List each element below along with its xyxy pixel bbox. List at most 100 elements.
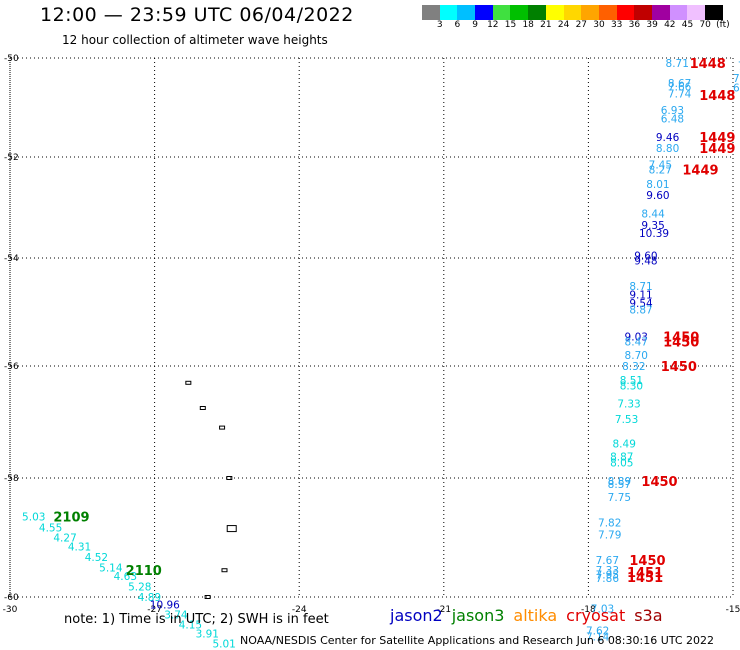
swh-value: 4.31 <box>68 541 91 553</box>
pass-time: 1450 <box>663 336 699 351</box>
pass-time: 1450 <box>629 554 665 569</box>
swh-value: 8.71 <box>666 58 689 70</box>
colorbar-label: 15 <box>504 20 517 30</box>
satellite-legend: jason2 jason3 altika cryosat s3a <box>390 606 672 625</box>
island-outline <box>185 380 192 385</box>
colorbar-label: 21 <box>540 20 552 30</box>
island-outlines <box>185 380 237 599</box>
colorbar-swatch <box>598 5 617 20</box>
colorbar-swatch <box>634 5 652 20</box>
colorbar-swatch <box>563 5 582 20</box>
swh-value: 4.15 <box>179 619 202 631</box>
colorbar-labels: 3 6 9 12 15 18 21 24 27 30 33 36 39 42 45 70 (ft) <box>422 20 732 34</box>
legend-altika: altika <box>513 606 558 625</box>
swh-value: 9.54 <box>629 298 653 310</box>
swh-value: 9.11 <box>629 290 652 302</box>
swh-value: 9.60 <box>634 250 657 262</box>
pass-time: 1450 <box>663 330 699 345</box>
island-outline <box>204 595 211 599</box>
swh-value: 7.74 <box>668 89 692 101</box>
lat-tick-label: -52 <box>4 153 19 163</box>
colorbar-swatch <box>510 5 529 20</box>
pass-time: 1450 <box>641 475 677 490</box>
swh-value: 8.49 <box>613 438 636 450</box>
swh-value: 8.87 <box>610 452 633 464</box>
swh-value: 8.89 <box>608 476 631 488</box>
lon-tick-label: -27 <box>147 605 162 615</box>
swh-value: 6 <box>733 83 740 95</box>
island-outline <box>226 476 233 480</box>
swh-value: 7.75 <box>608 492 631 504</box>
lon-tick-label: -18 <box>581 605 596 615</box>
swh-value: 5.28 <box>128 581 151 593</box>
pass-time: 1450 <box>661 360 697 375</box>
swh-value: 4.63 <box>114 571 137 583</box>
wave-height-colorbar <box>422 5 723 20</box>
swh-value: 9.48 <box>634 256 657 268</box>
swh-value: 7.82 <box>598 518 621 530</box>
legend-s3a: s3a <box>634 606 663 625</box>
swh-value: 7.66 <box>668 82 692 94</box>
map-grid <box>9 57 734 598</box>
swh-value: 7.86 <box>596 573 620 585</box>
island-outline <box>199 406 206 410</box>
colorbar-label: 27 <box>575 20 588 30</box>
lat-tick-label: -54 <box>4 254 19 264</box>
swh-value: 6.93 <box>661 105 684 117</box>
colorbar-label: 9 <box>472 20 478 30</box>
colorbar-swatch <box>475 5 493 20</box>
colorbar-label: 18 <box>522 20 534 30</box>
map-subtitle: 12 hour collection of altimeter wave hei… <box>62 33 328 47</box>
swh-value: 7. <box>733 73 740 85</box>
colorbar-label: 3 <box>436 20 443 30</box>
colorbar-label: (ft) <box>716 20 730 30</box>
pass-time: 1449 <box>699 142 735 157</box>
legend-jason3: jason3 <box>451 606 505 625</box>
pass-time: 2109 <box>53 511 89 526</box>
swh-value: 10.96 <box>150 600 180 612</box>
swh-value: 7.79 <box>598 530 621 542</box>
swh-value: 7.53 <box>615 414 638 426</box>
colorbar-swatch <box>669 5 688 20</box>
swh-value: 6.48 <box>661 113 684 125</box>
swh-labels: 8.716.457.87.68.677.667.746.936.489.468.… <box>22 58 740 650</box>
colorbar-swatch <box>651 5 670 20</box>
colorbar-label: 39 <box>646 20 658 30</box>
island-outline <box>221 568 228 573</box>
swh-value: 7.8 <box>738 60 740 72</box>
lon-tick-label: -24 <box>292 605 307 615</box>
units-note: note: 1) Time is in UTC; 2) SWH is in fe… <box>64 612 329 627</box>
swh-value: 4.52 <box>85 552 108 564</box>
lat-tick-label: -58 <box>4 474 19 484</box>
swh-value: 8.80 <box>656 143 679 155</box>
axis-ticks: -30 -27 -24 -21 -18 -15 -50 -52 -54 -56 -58 -60 <box>3 54 740 615</box>
swh-value: 9.60 <box>646 190 669 202</box>
colorbar-swatch <box>687 5 705 20</box>
colorbar-label: 24 <box>557 20 570 30</box>
swh-value: 5.03 <box>22 512 45 524</box>
island-outline <box>226 525 237 533</box>
lon-tick-label: -30 <box>3 605 18 615</box>
pass-time: 1451 <box>627 566 663 581</box>
pass-time-labels: 1448144814491449144914501450145014501450… <box>53 57 735 586</box>
swh-value: 8.01 <box>646 179 669 191</box>
swh-value: 9.35 <box>641 220 664 232</box>
swh-value: 3.91 <box>196 629 219 641</box>
lat-tick-label: -50 <box>4 54 19 64</box>
colorbar-label: 36 <box>628 20 641 30</box>
swh-value: 8.67 <box>668 78 691 90</box>
swh-value: 8.05 <box>610 457 633 469</box>
swh-value: 8.51 <box>620 375 643 387</box>
swh-value: 4.89 <box>138 592 161 604</box>
legend-jason2: jason2 <box>390 606 443 625</box>
swh-value: 3.74 <box>164 609 188 621</box>
pass-time: 1448 <box>690 57 726 72</box>
swh-value: 7.03 <box>591 604 614 616</box>
colorbar-label: 6 <box>454 20 461 30</box>
swh-value: 7.14 <box>586 631 610 643</box>
colorbar-label: 30 <box>593 20 605 30</box>
swh-value: 10.39 <box>639 228 669 240</box>
swh-value: 4.27 <box>53 533 76 545</box>
colorbar-swatch <box>439 5 458 20</box>
